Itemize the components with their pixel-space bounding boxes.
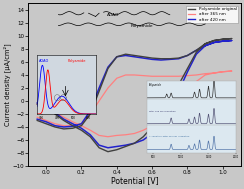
Text: Polyamide: Polyamide (130, 24, 153, 28)
Text: AOAO: AOAO (107, 13, 120, 17)
Legend: Polyamide original, after 365 nm, after 420 nm: Polyamide original, after 365 nm, after … (186, 5, 238, 23)
X-axis label: Potential [V]: Potential [V] (111, 177, 158, 186)
Y-axis label: Current density [μA/cm²]: Current density [μA/cm²] (3, 43, 11, 126)
